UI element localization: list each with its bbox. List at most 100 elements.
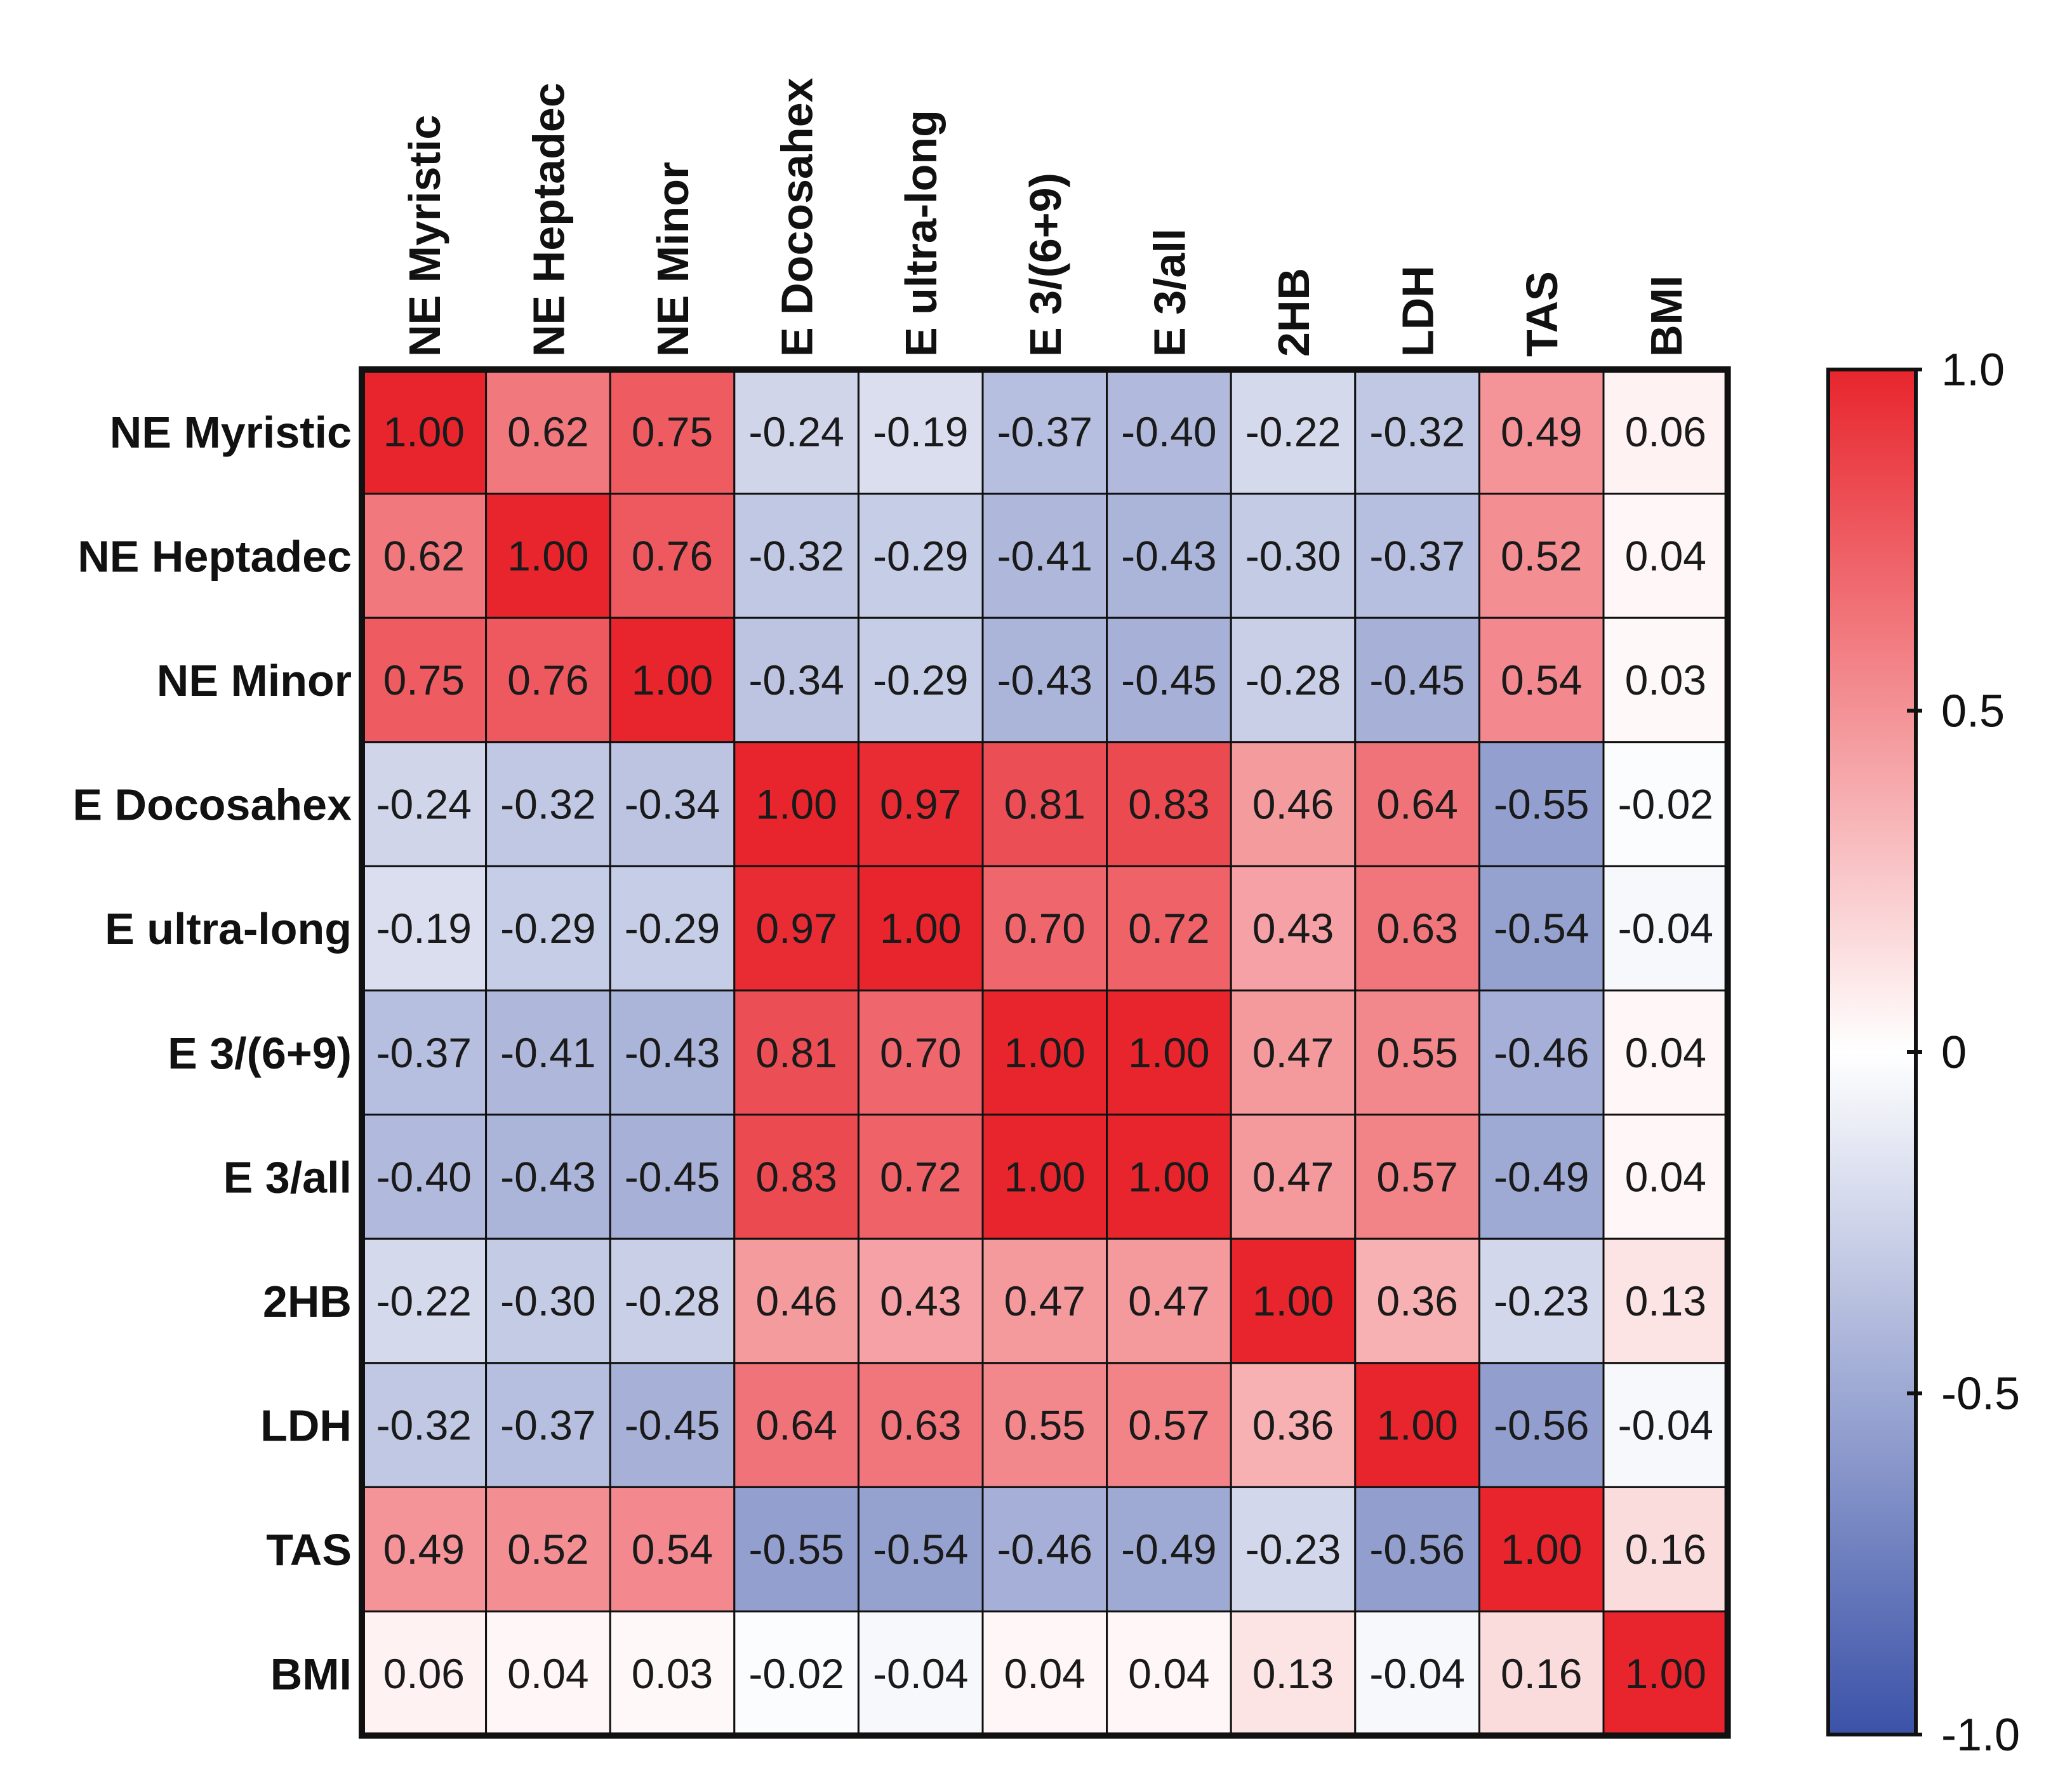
cell-value-label: 0.47 [1128, 1277, 1209, 1324]
heatmap-cell-bmi-ne-minor [609, 1610, 736, 1737]
heatmap-cell-tas-ne-myristic [361, 1486, 488, 1613]
heatmap-cell-bmi-bmi [1602, 1610, 1729, 1737]
row-label-ne-heptadec: NE Heptadec [77, 531, 352, 581]
cell-value-label: -0.29 [873, 532, 968, 579]
heatmap-cell-2hb-e-ultra-long [857, 1237, 984, 1364]
cell-value-label: 0.81 [1004, 781, 1086, 828]
heatmap-cell-ne-minor-ldh [1354, 616, 1480, 743]
heatmap-cell-ldh-tas [1478, 1362, 1605, 1488]
heatmap-cell-ne-myristic-ne-myristic [361, 368, 488, 495]
cell-value-label: -0.04 [1618, 905, 1713, 952]
column-label-tas: TAS [1517, 271, 1567, 357]
cell-value-label: -0.32 [1369, 408, 1464, 455]
cell-value-label: 1.00 [1004, 1029, 1086, 1076]
row-label-bmi: BMI [270, 1649, 352, 1699]
heatmap-cell-ne-heptadec-ldh [1354, 493, 1480, 619]
cell-value-label: 0.52 [507, 1526, 588, 1573]
cell-value-label: 0.43 [1252, 905, 1334, 952]
heatmap-cell-e-ultra-long-tas [1478, 865, 1605, 992]
heatmap-cell-tas-e-docosahex [733, 1486, 860, 1613]
cell-value-label: 0.75 [383, 656, 465, 703]
heatmap-cell-ne-myristic-2hb [1230, 368, 1357, 495]
cell-value-label: 0.57 [1376, 1153, 1458, 1200]
heatmap-cell-2hb-2hb [1230, 1237, 1357, 1364]
heatmap-cell-e-docosahex-ldh [1354, 741, 1480, 867]
cell-value-label: -0.45 [1121, 656, 1216, 703]
cell-value-label: -0.49 [1494, 1153, 1589, 1200]
colorbar-tick-label: -0.5 [1941, 1369, 2020, 1420]
heatmap-cell-e-3-all-e-3-6-9 [981, 1114, 1108, 1240]
cell-value-label: 1.00 [755, 781, 837, 828]
heatmap-cell-e-3-all-ne-myristic [361, 1114, 488, 1240]
cell-value-label: -0.19 [873, 408, 968, 455]
colorbar-gradient [1826, 368, 1918, 1736]
column-label-ldh: LDH [1393, 265, 1443, 357]
cell-value-label: 0.47 [1004, 1277, 1086, 1324]
cell-value-label: -0.41 [997, 532, 1092, 579]
heatmap-cell-tas-ne-minor [609, 1486, 736, 1613]
cell-value-label: 0.47 [1252, 1153, 1334, 1200]
row-label-e-ultra-long: E ultra-long [105, 904, 352, 954]
cell-value-label: 0.04 [1625, 1029, 1706, 1076]
heatmap-cell-ne-heptadec-2hb [1230, 493, 1357, 619]
cell-value-label: -0.23 [1494, 1277, 1589, 1324]
cell-value-label: 0.43 [880, 1277, 961, 1324]
heatmap-cell-ldh-ne-minor [609, 1362, 736, 1488]
cell-value-label: 0.52 [1501, 532, 1582, 579]
heatmap-cell-ne-heptadec-ne-minor [609, 493, 736, 619]
cell-value-label: 0.04 [1625, 1153, 1706, 1200]
heatmap-cell-ne-minor-e-3-all [1106, 616, 1232, 743]
heatmap-cell-bmi-e-3-6-9 [981, 1610, 1108, 1737]
cell-value-label: 1.00 [880, 905, 961, 952]
row-label-e-docosahex: E Docosahex [72, 780, 352, 830]
column-labels: NE Myristic NE Heptadec NE Minor E Docosahe… [400, 77, 1691, 357]
cell-value-label: 0.03 [1625, 656, 1706, 703]
column-label-ne-heptadec: NE Heptadec [524, 83, 573, 357]
cell-value-label: -0.45 [625, 1402, 720, 1449]
cell-value-label: -0.34 [748, 656, 844, 703]
heatmap-cell-e-3-all-ldh [1354, 1114, 1480, 1240]
heatmap-cell-e-ultra-long-e-3-all [1106, 865, 1232, 992]
heatmap-cell-e-3-6-9-e-3-6-9 [981, 989, 1108, 1116]
heatmap-cell-ldh-e-3-all [1106, 1362, 1232, 1488]
heatmap-cell-e-3-6-9-ldh [1354, 989, 1480, 1116]
cell-value-label: 0.13 [1625, 1277, 1706, 1324]
cell-value-label: -0.45 [1369, 656, 1464, 703]
heatmap-cell-tas-2hb [1230, 1486, 1357, 1613]
cell-value-label: -0.32 [500, 781, 595, 828]
cell-value-label: 0.06 [1625, 408, 1706, 455]
cell-value-label: -0.54 [1494, 905, 1589, 952]
heatmap-cell-ne-myristic-e-3-6-9 [981, 368, 1108, 495]
column-label-bmi: BMI [1642, 276, 1691, 357]
row-label-tas: TAS [266, 1525, 352, 1575]
cell-value-label: 1.00 [632, 656, 713, 703]
cell-value-label: 0.70 [1004, 905, 1086, 952]
cell-value-label: -0.37 [1369, 532, 1464, 579]
row-label-ldh: LDH [260, 1401, 352, 1451]
cell-value-label: -0.19 [376, 905, 472, 952]
heatmap-cell-e-ultra-long-bmi [1602, 865, 1729, 992]
cell-value-label: 0.04 [1004, 1650, 1086, 1697]
heatmap-cell-e-ultra-long-ldh [1354, 865, 1480, 992]
heatmap-cell-e-3-all-ne-heptadec [485, 1114, 611, 1240]
cell-value-label: 0.72 [1128, 905, 1209, 952]
cell-value-label: 1.00 [1625, 1650, 1706, 1697]
heatmap-cell-2hb-e-docosahex [733, 1237, 860, 1364]
cell-value-label: -0.28 [1245, 656, 1341, 703]
cell-value-label: 0.57 [1128, 1402, 1209, 1449]
heatmap-cell-2hb-bmi [1602, 1237, 1729, 1364]
cell-value-label: -0.02 [748, 1650, 844, 1697]
cell-value-label: 0.46 [1252, 781, 1334, 828]
column-label-e-docosahex: E Docosahex [773, 77, 822, 357]
row-label-e-3-6-9: E 3/(6+9) [168, 1029, 352, 1078]
row-label-ne-minor: NE Minor [157, 656, 352, 705]
heatmap-cell-e-docosahex-e-3-6-9 [981, 741, 1108, 867]
cell-value-label: -0.41 [500, 1029, 595, 1076]
heatmap-cell-bmi-ldh [1354, 1610, 1480, 1737]
cell-value-label: 0.83 [755, 1153, 837, 1200]
heatmap-cell-2hb-tas [1478, 1237, 1605, 1364]
cell-value-label: 0.03 [632, 1650, 713, 1697]
heatmap-cell-ne-heptadec-e-3-all [1106, 493, 1232, 619]
heatmap-cell-ne-minor-ne-minor [609, 616, 736, 743]
heatmap-cell-e-ultra-long-e-ultra-long [857, 865, 984, 992]
